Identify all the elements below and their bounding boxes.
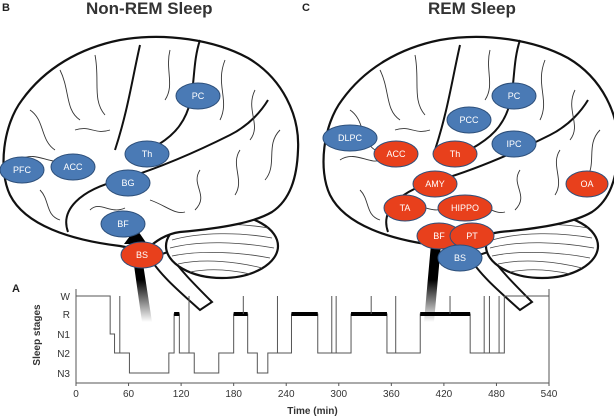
panel-a-letter: A <box>12 283 20 295</box>
region-acc: ACC <box>50 153 96 181</box>
region-bf: BF <box>100 210 146 238</box>
x-tick-label: 480 <box>488 389 505 400</box>
region-ellipse <box>175 82 221 110</box>
x-tick-label: 540 <box>541 389 558 400</box>
region-label: BG <box>121 178 134 188</box>
x-tick-label: 240 <box>278 389 295 400</box>
region-label: BF <box>433 231 445 241</box>
region-bs: BS <box>120 241 164 269</box>
arrow-rem-icon <box>424 228 448 322</box>
x-tick-label: 0 <box>73 389 79 400</box>
arrow-nonrem-icon <box>124 228 152 322</box>
region-ellipse <box>105 169 151 197</box>
region-label: Th <box>450 149 461 159</box>
x-tick-label: 60 <box>123 389 135 400</box>
regions-rem: DLPC ACC Th PC PCC IPC AMY TA HIPPO OA BF PT BS <box>322 82 609 272</box>
region-pc: PC <box>175 82 221 110</box>
region-ellipse <box>491 130 537 158</box>
region-th: Th <box>124 140 170 168</box>
region-label: Th <box>142 149 153 159</box>
y-tick-N3: N3 <box>57 369 70 380</box>
region-bg: BG <box>105 169 151 197</box>
region-ellipse <box>491 82 537 110</box>
region-bs: BS <box>437 244 483 272</box>
region-hippo: HIPPO <box>437 194 493 222</box>
y-tick-W: W <box>61 292 71 303</box>
region-ellipse <box>322 124 378 152</box>
region-label: PFC <box>13 165 32 175</box>
region-amy: AMY <box>412 170 458 198</box>
hypnogram-line <box>76 295 549 374</box>
region-label: ACC <box>386 149 406 159</box>
region-label: PC <box>508 91 521 101</box>
region-ellipse <box>432 140 478 168</box>
region-acc: ACC <box>373 140 419 168</box>
y-tick-N1: N1 <box>57 330 70 341</box>
region-ellipse <box>120 241 164 269</box>
region-label: PCC <box>459 115 479 125</box>
y-tick-R: R <box>63 310 70 321</box>
hypnogram: WR N1 N2 N30 60 120 180 240 300 360 420 480 540 Time … <box>32 289 558 417</box>
region-ellipse <box>437 244 483 272</box>
region-ellipse <box>100 210 146 238</box>
region-pc: PC <box>491 82 537 110</box>
x-axis-label: Time (min) <box>287 406 337 417</box>
region-ellipse <box>0 156 45 184</box>
y-axis-label: Sleep stages <box>32 304 43 366</box>
region-label: HIPPO <box>451 203 479 213</box>
x-tick-label: 120 <box>173 389 190 400</box>
region-label: BF <box>117 219 129 229</box>
panel-b-title: Non-REM Sleep <box>86 0 213 18</box>
region-label: DLPC <box>338 133 363 143</box>
y-tick-N2: N2 <box>57 349 70 360</box>
panel-b-letter: B <box>2 2 10 14</box>
region-label: OA <box>580 179 593 189</box>
brain-outline-nonrem <box>2 35 300 312</box>
region-label: IPC <box>506 139 522 149</box>
region-label: PC <box>192 91 205 101</box>
region-ellipse <box>124 140 170 168</box>
region-pcc: PCC <box>446 106 492 134</box>
x-tick-label: 180 <box>225 389 242 400</box>
region-th: Th <box>432 140 478 168</box>
panel-c-title: REM Sleep <box>428 0 516 18</box>
region-ellipse <box>383 194 427 222</box>
regions-nonrem: PFC ACC PC Th BG BF BS <box>0 82 221 269</box>
region-ellipse <box>446 106 492 134</box>
region-label: ACC <box>63 162 83 172</box>
panel-c-letter: C <box>302 2 310 14</box>
region-dlpc: DLPC <box>322 124 378 152</box>
region-ellipse <box>437 194 493 222</box>
region-ta: TA <box>383 194 427 222</box>
region-ipc: IPC <box>491 130 537 158</box>
region-label: BS <box>136 250 148 260</box>
region-label: PT <box>466 231 478 241</box>
x-tick-label: 360 <box>383 389 400 400</box>
region-label: TA <box>400 203 411 213</box>
region-ellipse <box>50 153 96 181</box>
region-ellipse <box>373 140 419 168</box>
x-tick-label: 420 <box>436 389 453 400</box>
region-ellipse <box>565 170 609 198</box>
x-tick-label: 300 <box>330 389 347 400</box>
region-pfc: PFC <box>0 156 45 184</box>
region-ellipse <box>412 170 458 198</box>
region-oa: OA <box>565 170 609 198</box>
region-label: AMY <box>425 179 445 189</box>
region-label: BS <box>454 253 466 263</box>
